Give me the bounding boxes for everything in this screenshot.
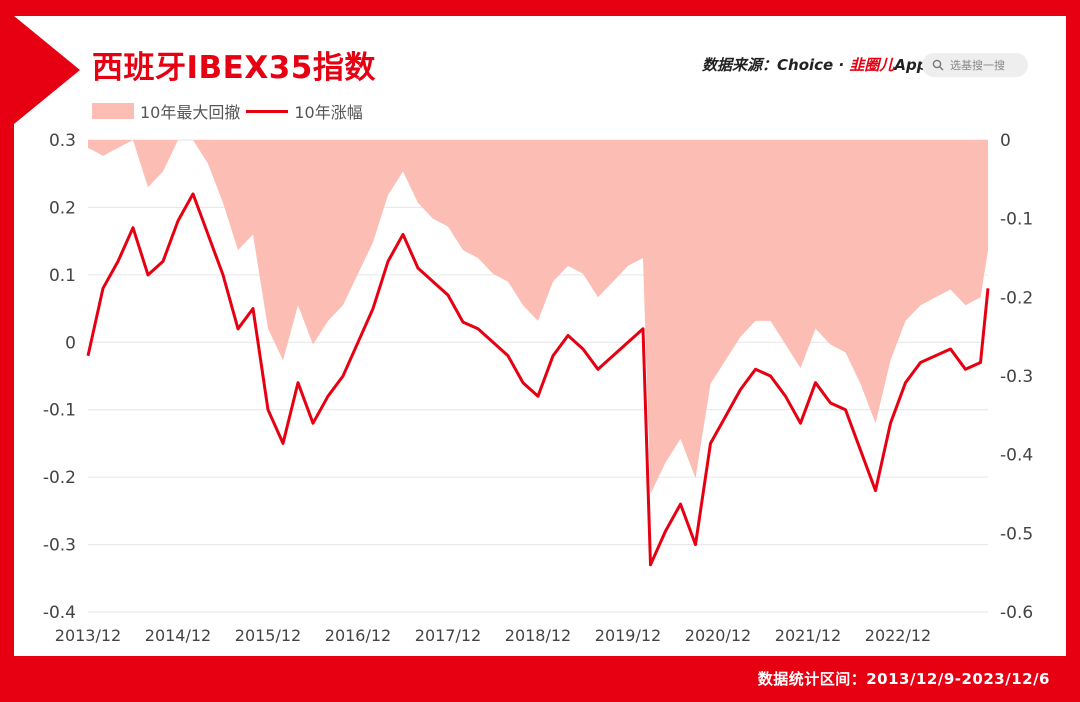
y-right-tick-label: -0.4	[1000, 446, 1033, 466]
x-tick-label: 2020/12	[685, 626, 751, 645]
y-left-tick-label: -0.1	[43, 401, 76, 421]
y-right-tick-label: -0.2	[1000, 288, 1033, 308]
y-right-tick-label: -0.5	[1000, 524, 1033, 544]
search-placeholder: 选基搜一搜	[950, 59, 1005, 72]
legend-label-return: 10年涨幅	[294, 103, 363, 122]
legend-swatch-drawdown	[92, 103, 134, 119]
date-range-footer: 数据统计区间：2013/12/9-2023/12/6	[757, 670, 1050, 688]
x-tick-label: 2016/12	[325, 626, 391, 645]
y-right-tick-label: 0	[1000, 131, 1011, 151]
legend: 10年最大回撤 10年涨幅	[92, 100, 369, 122]
source-prefix: 数据来源：	[702, 56, 778, 74]
x-axis: 2013/12 2014/12 2015/12 2016/12 2017/12 2018/…	[55, 626, 931, 645]
y-right-tick-label: -0.6	[1000, 603, 1033, 623]
return-line	[86, 192, 990, 567]
brand-app: App	[894, 56, 928, 74]
x-tick-label: 2014/12	[145, 626, 211, 645]
x-tick-label: 2015/12	[235, 626, 301, 645]
brand-logo: 韭圈儿	[849, 56, 895, 74]
x-tick-label: 2018/12	[505, 626, 571, 645]
x-tick-label: 2017/12	[415, 626, 481, 645]
y-right-tick-label: -0.3	[1000, 367, 1033, 387]
search-box[interactable]: 选基搜一搜	[922, 53, 1028, 77]
chart-title: 西班牙IBEX35指数	[92, 50, 376, 86]
y-axis-right: 0 -0.1 -0.2 -0.3 -0.4 -0.5 -0.6	[1000, 131, 1033, 623]
return-line-group	[86, 192, 990, 567]
y-left-tick-label: -0.4	[43, 603, 76, 623]
y-right-tick-label: -0.1	[1000, 210, 1033, 230]
legend-label-drawdown: 10年最大回撤	[140, 103, 241, 122]
y-left-tick-label: 0.3	[49, 131, 76, 151]
corner-flag-decoration	[14, 16, 80, 124]
x-tick-label: 2013/12	[55, 626, 121, 645]
y-left-tick-label: -0.2	[43, 468, 76, 488]
drawdown-area-group	[88, 140, 988, 494]
x-tick-label: 2021/12	[775, 626, 841, 645]
y-axis-left: 0.3 0.2 0.1 0 -0.1 -0.2 -0.3 -0.4	[43, 131, 76, 623]
source-provider: Choice	[777, 56, 834, 74]
y-left-tick-label: 0.2	[49, 198, 76, 218]
legend-swatch-return	[246, 109, 289, 113]
drawdown-area	[88, 140, 988, 494]
x-tick-label: 2022/12	[865, 626, 931, 645]
data-source: 数据来源：Choice · 韭圈儿App	[702, 54, 928, 75]
x-tick-label: 2019/12	[595, 626, 661, 645]
y-left-tick-label: -0.3	[43, 536, 76, 556]
source-separator: ·	[838, 56, 845, 74]
search-icon	[932, 59, 944, 71]
y-left-tick-label: 0	[65, 333, 76, 353]
y-left-tick-label: 0.1	[49, 266, 76, 286]
